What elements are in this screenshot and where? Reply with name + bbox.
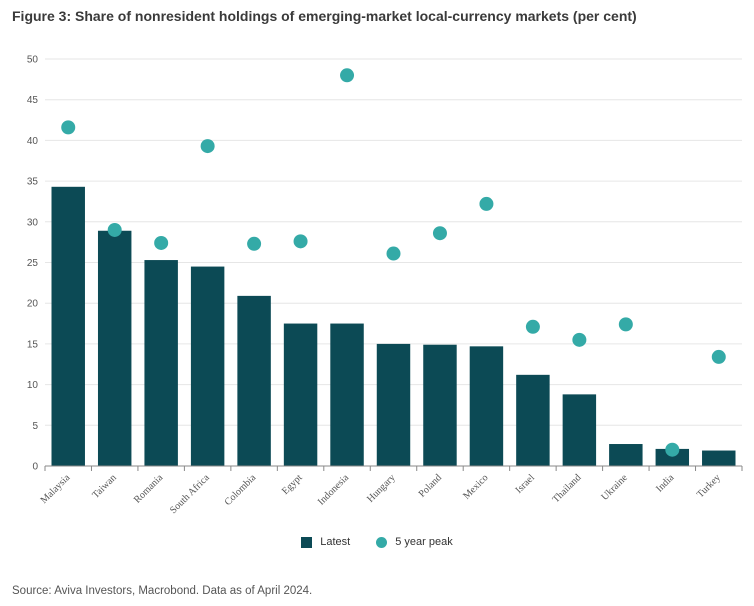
x-tick-label: Malaysia: [39, 472, 73, 506]
bar-series-latest: [51, 186, 736, 466]
y-tick-label: 15: [27, 339, 39, 350]
scatter-series-5-year-peak: [61, 68, 726, 457]
dot-5-year-peak: [525, 319, 540, 334]
dot-5-year-peak: [711, 349, 726, 364]
bar-latest: [655, 448, 690, 466]
y-tick-label: 10: [27, 380, 39, 391]
dot-5-year-peak: [479, 196, 494, 211]
x-tick-label: Indonesia: [316, 472, 352, 508]
dot-5-year-peak: [200, 139, 215, 154]
bar-latest: [190, 266, 225, 466]
dot-5-year-peak: [61, 120, 76, 135]
x-tick-label: Hungary: [365, 472, 398, 505]
bar-latest: [144, 260, 178, 466]
bar-latest: [97, 230, 132, 466]
x-tick-label: Thailand: [551, 472, 584, 505]
y-tick-label: 5: [32, 421, 38, 432]
dot-5-year-peak: [432, 226, 447, 241]
legend-swatch-peak: [376, 536, 388, 548]
dot-5-year-peak: [154, 235, 169, 250]
dot-5-year-peak: [247, 236, 262, 251]
x-tick-label: Taiwan: [90, 472, 118, 500]
chart-plot: 0 5 10 15 20 25 30 35 40 45 50 Malaysia Taiwan Roman…: [27, 55, 743, 516]
dot-5-year-peak: [293, 234, 308, 249]
bar-latest: [376, 343, 411, 466]
x-tick-label: Romania: [132, 472, 166, 506]
legend: Latest 5 year peak: [0, 536, 754, 548]
y-tick-label: 30: [27, 217, 39, 228]
dot-5-year-peak: [618, 317, 633, 332]
chart-title: Figure 3: Share of nonresident holdings …: [12, 8, 637, 24]
legend-label-peak: 5 year peak: [395, 536, 453, 548]
bar-latest: [423, 344, 457, 466]
dot-5-year-peak: [386, 246, 401, 261]
y-tick-label: 50: [27, 55, 39, 66]
bar-latest: [237, 295, 271, 466]
y-tick-label: 0: [32, 462, 38, 473]
x-tick-label: Colombia: [223, 472, 259, 508]
bar-latest: [562, 394, 597, 466]
dot-5-year-peak: [340, 68, 355, 83]
dot-5-year-peak: [572, 332, 587, 347]
bar-latest: [609, 444, 643, 466]
legend-item-peak: 5 year peak: [376, 536, 453, 548]
y-tick-label: 20: [27, 299, 39, 310]
x-tick-label: Ukraine: [599, 472, 630, 503]
legend-swatch-latest: [301, 536, 313, 548]
x-tick-label: Turkey: [695, 472, 723, 500]
y-tick-label: 40: [27, 136, 39, 147]
bar-latest: [469, 346, 504, 466]
y-axis-ticks: 0 5 10 15 20 25 30 35 40 45 50: [27, 55, 39, 473]
x-tick-label: Egypt: [280, 472, 305, 497]
bar-latest: [516, 374, 550, 466]
y-tick-label: 35: [27, 177, 39, 188]
x-tick-label: Poland: [417, 472, 444, 499]
x-tick-label: Mexico: [461, 472, 490, 501]
legend-item-latest: Latest: [301, 536, 350, 548]
y-tick-label: 25: [27, 258, 39, 269]
bar-latest: [51, 186, 85, 466]
x-tick-label: South Africa: [168, 472, 212, 516]
legend-label-latest: Latest: [320, 536, 351, 548]
x-tick-label: Israel: [514, 472, 538, 496]
y-tick-label: 45: [27, 95, 39, 106]
x-tick-label: India: [654, 472, 677, 495]
dot-5-year-peak: [665, 442, 680, 457]
bar-latest: [702, 450, 736, 466]
x-axis-ticks: Malaysia Taiwan Romania South Africa Colombi…: [39, 466, 743, 516]
source-note: Source: Aviva Investors, Macrobond. Data…: [12, 585, 313, 597]
bar-latest: [283, 323, 318, 466]
dot-5-year-peak: [107, 222, 122, 237]
bar-latest: [330, 323, 364, 466]
